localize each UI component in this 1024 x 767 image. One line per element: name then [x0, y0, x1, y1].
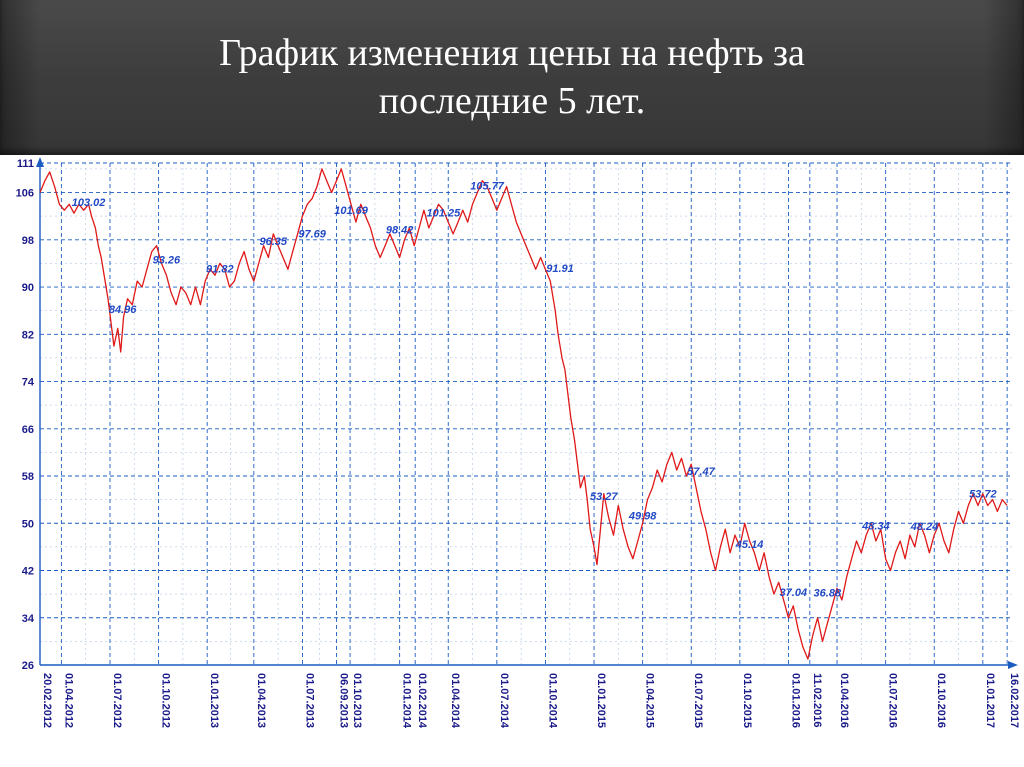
title-line-1: График изменения цены на нефть за — [219, 32, 805, 74]
svg-text:01.01.2015: 01.01.2015 — [595, 673, 607, 728]
svg-text:01.01.2017: 01.01.2017 — [984, 673, 996, 728]
svg-text:96.35: 96.35 — [260, 236, 288, 248]
svg-text:26: 26 — [22, 660, 34, 672]
svg-text:101.69: 101.69 — [334, 205, 369, 217]
svg-text:98.42: 98.42 — [386, 224, 414, 236]
svg-text:66: 66 — [22, 424, 34, 436]
svg-text:01.10.2012: 01.10.2012 — [160, 673, 172, 728]
svg-text:101.25: 101.25 — [427, 207, 462, 219]
svg-text:01.04.2013: 01.04.2013 — [255, 673, 267, 728]
slide-header: График изменения цены на нефть за послед… — [0, 0, 1024, 155]
svg-text:90: 90 — [22, 282, 34, 294]
svg-text:58: 58 — [22, 471, 34, 483]
svg-text:93.26: 93.26 — [153, 255, 181, 267]
svg-text:84.96: 84.96 — [109, 304, 137, 316]
svg-text:103.02: 103.02 — [72, 197, 106, 209]
svg-text:49.98: 49.98 — [628, 510, 657, 522]
svg-text:01.07.2013: 01.07.2013 — [303, 673, 315, 728]
svg-text:42: 42 — [22, 566, 34, 578]
svg-text:01.01.2016: 01.01.2016 — [789, 673, 801, 728]
svg-text:01.07.2016: 01.07.2016 — [887, 673, 899, 728]
svg-text:01.10.2014: 01.10.2014 — [546, 673, 558, 729]
svg-text:53.72: 53.72 — [969, 488, 997, 500]
svg-text:74: 74 — [22, 377, 35, 389]
svg-text:111: 111 — [17, 158, 34, 170]
svg-text:01.07.2012: 01.07.2012 — [111, 673, 123, 728]
svg-text:20.02.2012: 20.02.2012 — [41, 673, 53, 728]
svg-text:105.77: 105.77 — [470, 181, 505, 193]
svg-text:34: 34 — [22, 613, 35, 625]
price-chart: 26 34 42 50 58 66 74 82 90 98 106 111 20.02.2012 01.0… — [4, 155, 1020, 763]
svg-text:36.88: 36.88 — [814, 588, 842, 600]
svg-text:06.09.2013: 06.09.2013 — [337, 673, 349, 728]
svg-text:82: 82 — [22, 329, 34, 341]
svg-text:57.47: 57.47 — [687, 466, 715, 478]
svg-text:106: 106 — [16, 188, 34, 200]
svg-text:01.04.2014: 01.04.2014 — [449, 673, 461, 729]
svg-text:91.91: 91.91 — [546, 263, 574, 275]
svg-text:11.02.2016: 11.02.2016 — [811, 673, 823, 727]
svg-text:91.82: 91.82 — [206, 263, 234, 275]
svg-text:01.02.2014: 01.02.2014 — [416, 673, 428, 729]
svg-text:01.10.2016: 01.10.2016 — [935, 673, 947, 728]
svg-text:01.07.2014: 01.07.2014 — [498, 673, 510, 729]
svg-text:01.10.2015: 01.10.2015 — [741, 673, 753, 728]
svg-text:01.04.2016: 01.04.2016 — [838, 673, 850, 728]
svg-text:48.24: 48.24 — [910, 521, 939, 533]
svg-text:01.10.2013: 01.10.2013 — [351, 673, 363, 728]
svg-text:01.07.2015: 01.07.2015 — [692, 673, 704, 728]
svg-text:01.04.2012: 01.04.2012 — [62, 673, 74, 728]
svg-text:97.69: 97.69 — [298, 229, 326, 241]
svg-text:01.01.2013: 01.01.2013 — [208, 673, 220, 728]
svg-text:45.14: 45.14 — [735, 539, 764, 551]
svg-text:37.04: 37.04 — [780, 587, 808, 599]
svg-text:01.01.2014: 01.01.2014 — [401, 673, 413, 729]
svg-text:53.27: 53.27 — [590, 491, 618, 503]
svg-text:50: 50 — [22, 518, 34, 530]
svg-text:16.02.2017: 16.02.2017 — [1008, 673, 1020, 728]
title-line-2: последние 5 лет. — [379, 80, 645, 122]
svg-text:48.34: 48.34 — [861, 520, 890, 532]
svg-text:98: 98 — [22, 235, 34, 247]
svg-text:01.04.2015: 01.04.2015 — [644, 673, 656, 728]
chart-container: 26 34 42 50 58 66 74 82 90 98 106 111 20.02.2012 01.0… — [4, 155, 1020, 763]
slide-title: График изменения цены на нефть за послед… — [219, 30, 805, 125]
